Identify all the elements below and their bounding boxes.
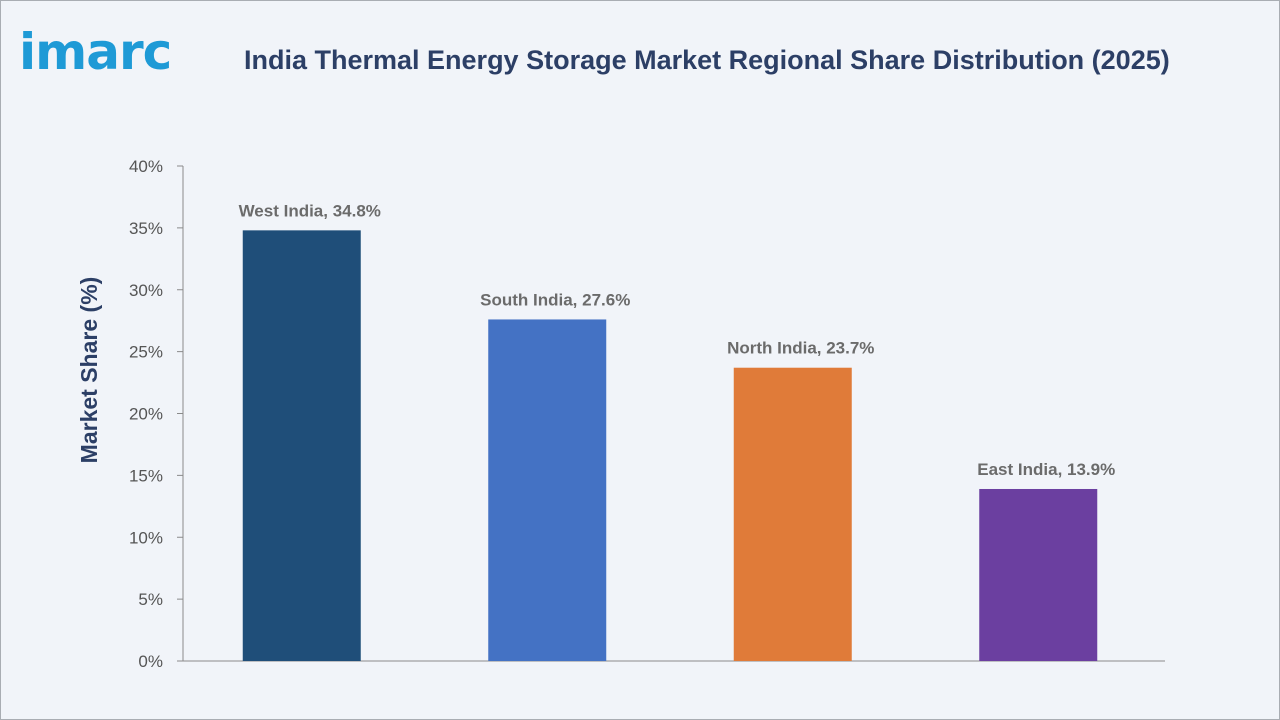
y-tick-label: 40% [129, 157, 163, 176]
brand-logo: imarc [19, 23, 172, 81]
bar-west-india [242, 230, 361, 661]
data-label: East India, 13.9% [977, 460, 1115, 479]
bar-east-india [979, 488, 1098, 661]
bar-north-india [733, 367, 852, 661]
chart-bars [242, 230, 1098, 661]
y-tick-label: 35% [129, 219, 163, 238]
y-tick-label: 0% [138, 652, 163, 671]
chart-title: India Thermal Energy Storage Market Regi… [244, 45, 1170, 75]
y-tick-label: 10% [129, 528, 163, 547]
chart-axes: 0% 5% 10% 15% 20% 25% 30% 35% 40% [129, 157, 1165, 671]
y-tick-label: 25% [129, 343, 163, 362]
data-label: South India, 27.6% [480, 290, 630, 309]
data-label: North India, 23.7% [727, 339, 874, 358]
y-tick-label: 5% [138, 590, 163, 609]
y-axis-label: Market Share (%) [76, 277, 102, 464]
y-tick-label: 20% [129, 405, 163, 424]
y-tick-label: 30% [129, 281, 163, 300]
chart-data-labels: West India, 34.8% South India, 27.6% North… [239, 201, 1116, 479]
bar-south-india [488, 319, 607, 661]
y-tick-label: 15% [129, 466, 163, 485]
data-label: West India, 34.8% [239, 201, 381, 220]
